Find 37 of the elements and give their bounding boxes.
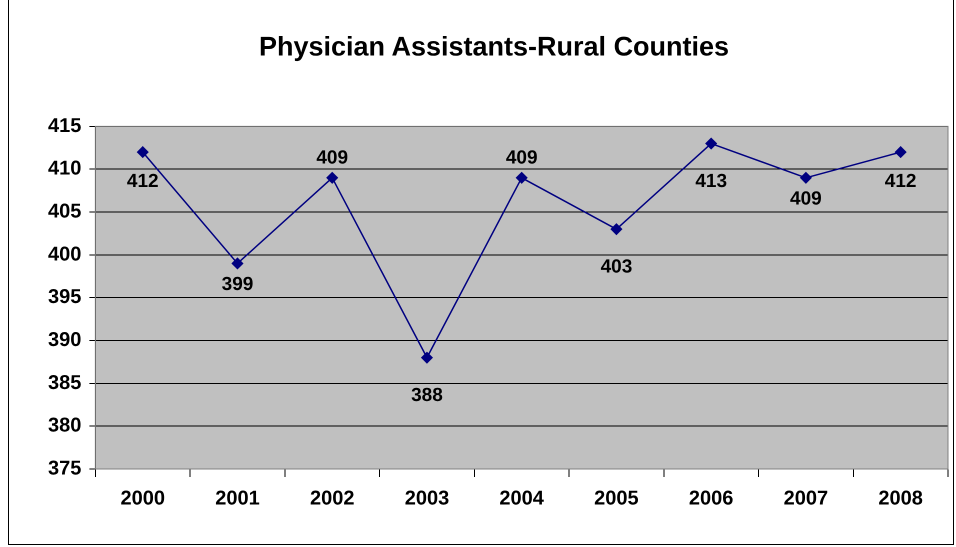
- point: [800, 172, 812, 184]
- point: [894, 146, 906, 158]
- x-tick-label: 2001: [215, 488, 260, 510]
- y-tick-label: 390: [48, 329, 82, 352]
- y-tick-label: 380: [48, 414, 82, 437]
- data-label: 409: [506, 148, 538, 169]
- x-tick-label: 2006: [688, 488, 734, 510]
- y-tick-label: 405: [48, 200, 82, 223]
- point: [421, 352, 433, 364]
- data-label: 412: [884, 170, 916, 192]
- y-tick-label: 375: [48, 458, 82, 480]
- x-tick-label: 2007: [784, 488, 828, 510]
- y-tick-label: 395: [48, 286, 82, 308]
- data-label: 388: [411, 385, 443, 406]
- data-label: 409: [316, 148, 348, 169]
- x-tick-label: 2000: [120, 488, 165, 510]
- point: [516, 172, 528, 184]
- data-label: 399: [222, 274, 254, 296]
- x-tick-label: 2003: [404, 488, 450, 510]
- y-tick-label: 385: [48, 372, 82, 394]
- point: [136, 146, 148, 158]
- point: [232, 258, 244, 270]
- chart-title: Physician Assistants-Rural Counties: [258, 32, 730, 62]
- point: [610, 223, 622, 235]
- x-tick-label: 2005: [594, 488, 639, 510]
- y-tick-label: 400: [48, 243, 82, 266]
- y-tick-label: 410: [48, 158, 82, 180]
- data-label: 413: [695, 170, 728, 192]
- y-tick-label: 415: [48, 114, 82, 137]
- data-label: 412: [126, 170, 159, 192]
- data-label: 409: [790, 188, 822, 210]
- x-tick-label: 2008: [878, 488, 923, 510]
- point: [705, 138, 717, 150]
- x-tick-label: 2002: [310, 488, 354, 510]
- point: [326, 172, 338, 184]
- x-tick-label: 2004: [499, 488, 545, 510]
- data-label: 403: [600, 256, 632, 278]
